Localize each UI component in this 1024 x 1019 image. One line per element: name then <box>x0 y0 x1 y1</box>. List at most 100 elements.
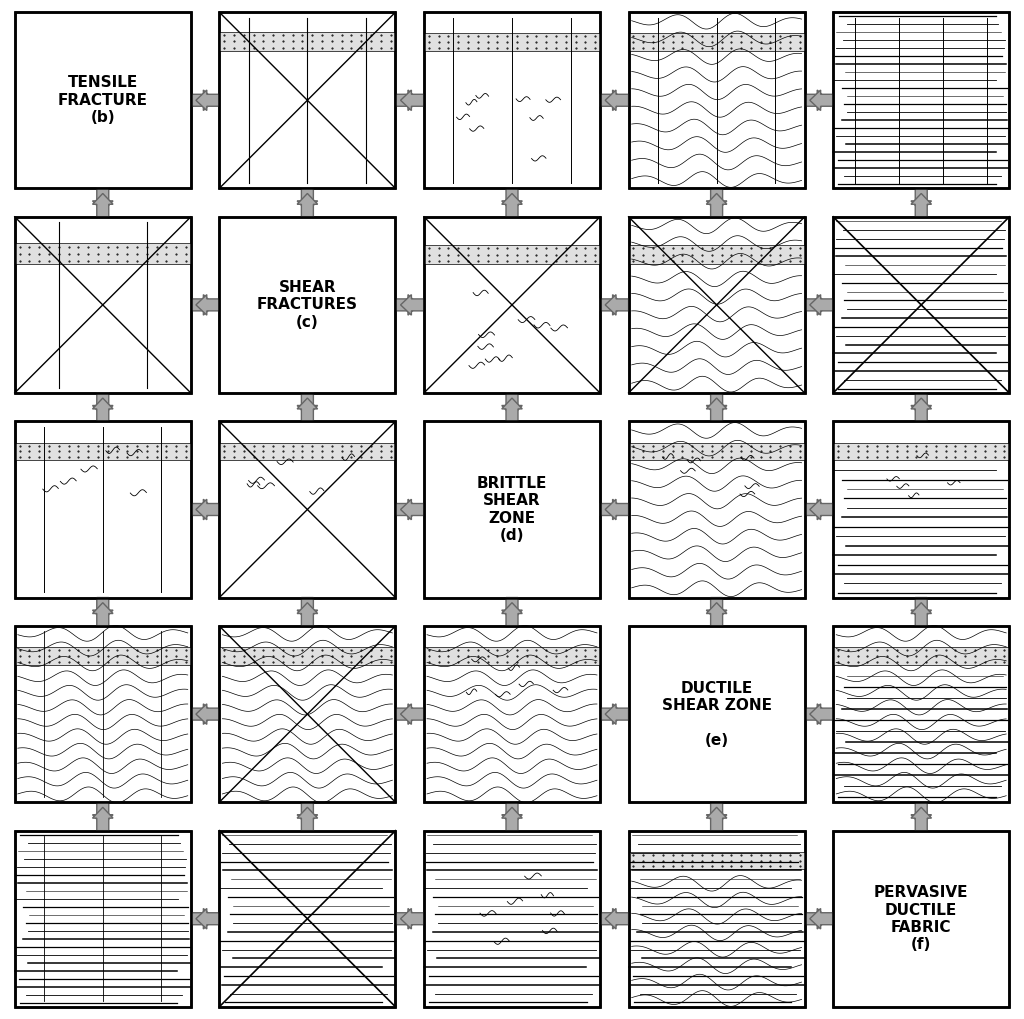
Bar <box>219 626 395 802</box>
FancyArrow shape <box>196 499 219 520</box>
Text: BRITTLE
SHEAR
ZONE
(d): BRITTLE SHEAR ZONE (d) <box>477 476 547 543</box>
FancyArrow shape <box>502 393 522 417</box>
FancyArrow shape <box>911 602 932 626</box>
FancyArrow shape <box>600 909 624 929</box>
FancyArrow shape <box>297 398 317 422</box>
FancyArrow shape <box>911 802 932 825</box>
Bar <box>14 422 190 597</box>
Bar <box>219 217 395 393</box>
Bar <box>629 217 805 393</box>
FancyArrow shape <box>196 909 219 929</box>
FancyArrow shape <box>911 189 932 212</box>
FancyArrow shape <box>502 398 522 422</box>
Bar <box>219 422 395 597</box>
FancyArrow shape <box>92 802 113 825</box>
FancyArrow shape <box>190 294 214 315</box>
FancyArrow shape <box>810 90 834 110</box>
Bar <box>219 12 395 189</box>
FancyArrow shape <box>297 807 317 830</box>
FancyArrow shape <box>707 807 727 830</box>
Bar <box>834 626 1010 802</box>
Bar <box>629 852 805 869</box>
FancyArrow shape <box>196 294 219 315</box>
Bar <box>424 626 600 802</box>
FancyArrow shape <box>805 704 828 725</box>
Bar <box>424 34 600 51</box>
FancyArrow shape <box>810 704 834 725</box>
FancyArrow shape <box>605 909 629 929</box>
FancyArrow shape <box>92 602 113 626</box>
Text: DUCTILE
SHEAR ZONE

(e): DUCTILE SHEAR ZONE (e) <box>662 681 772 748</box>
Bar <box>14 442 190 461</box>
FancyArrow shape <box>297 189 317 212</box>
Bar <box>629 34 805 51</box>
Bar <box>629 626 805 802</box>
FancyArrow shape <box>196 704 219 725</box>
FancyArrow shape <box>92 194 113 217</box>
FancyArrow shape <box>297 602 317 626</box>
FancyArrow shape <box>400 704 424 725</box>
Bar <box>14 422 190 597</box>
Bar <box>629 217 805 393</box>
Bar <box>219 422 395 597</box>
Bar <box>424 217 600 393</box>
FancyArrow shape <box>605 294 629 315</box>
FancyArrow shape <box>297 802 317 825</box>
Bar <box>424 626 600 802</box>
FancyArrow shape <box>395 909 419 929</box>
Bar <box>219 32 395 51</box>
Bar <box>14 647 190 664</box>
FancyArrow shape <box>400 294 424 315</box>
FancyArrow shape <box>707 189 727 212</box>
Bar <box>14 217 190 393</box>
FancyArrow shape <box>190 499 214 520</box>
Bar <box>424 830 600 1007</box>
Bar <box>834 217 1010 393</box>
Bar <box>834 422 1010 597</box>
Bar <box>219 442 395 461</box>
Bar <box>14 626 190 802</box>
Bar <box>834 626 1010 802</box>
Bar <box>629 12 805 189</box>
Bar <box>14 626 190 802</box>
FancyArrow shape <box>810 499 834 520</box>
FancyArrow shape <box>911 398 932 422</box>
FancyArrow shape <box>297 597 317 621</box>
Bar <box>424 830 600 1007</box>
FancyArrow shape <box>196 90 219 110</box>
Bar <box>14 12 190 189</box>
FancyArrow shape <box>395 704 419 725</box>
FancyArrow shape <box>400 90 424 110</box>
Bar <box>629 830 805 1007</box>
FancyArrow shape <box>911 393 932 417</box>
FancyArrow shape <box>395 499 419 520</box>
Bar <box>629 442 805 461</box>
Bar <box>219 830 395 1007</box>
Bar <box>219 626 395 802</box>
Bar <box>14 830 190 1007</box>
Bar <box>834 12 1010 189</box>
Bar <box>629 830 805 1007</box>
FancyArrow shape <box>92 597 113 621</box>
FancyArrow shape <box>707 393 727 417</box>
FancyArrow shape <box>707 194 727 217</box>
Bar <box>219 12 395 189</box>
FancyArrow shape <box>805 90 828 110</box>
Bar <box>424 12 600 189</box>
Bar <box>424 422 600 597</box>
FancyArrow shape <box>600 90 624 110</box>
FancyArrow shape <box>810 294 834 315</box>
Bar <box>424 422 600 597</box>
Bar <box>834 442 1010 461</box>
FancyArrow shape <box>502 189 522 212</box>
FancyArrow shape <box>805 294 828 315</box>
Bar <box>629 422 805 597</box>
Text: TENSILE
FRACTURE
(b): TENSILE FRACTURE (b) <box>57 75 147 125</box>
Bar <box>14 244 190 264</box>
FancyArrow shape <box>400 909 424 929</box>
FancyArrow shape <box>600 294 624 315</box>
FancyArrow shape <box>190 909 214 929</box>
FancyArrow shape <box>297 393 317 417</box>
FancyArrow shape <box>190 90 214 110</box>
Bar <box>834 647 1010 664</box>
